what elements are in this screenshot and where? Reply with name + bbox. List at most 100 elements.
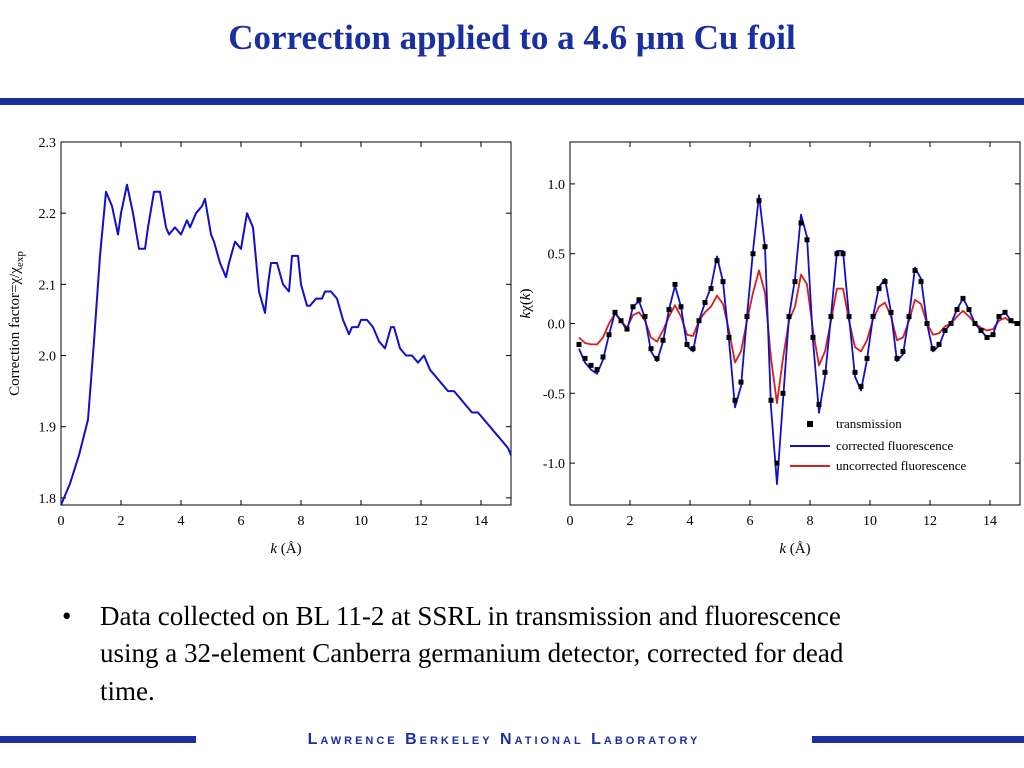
transmission-point [756,198,762,204]
transmission-point [822,369,828,375]
bullet-symbol: • [62,601,72,631]
y-tick-label: 2.3 [39,136,57,151]
transmission-point [588,362,594,368]
footer-bar-right [812,736,1024,743]
transmission-point [900,348,906,354]
x-tick-label: 10 [863,514,877,529]
title-divider [0,98,1024,105]
legend-label-transmission: transmission [836,416,902,431]
transmission-point [606,332,612,338]
y-axis-label: Correction factor=χ/χexp [7,251,26,396]
transmission-point [948,321,954,326]
x-axis-label: k (Å) [779,541,810,557]
transmission-point [852,369,858,375]
transmission-point [792,279,798,285]
transmission-point [816,401,822,407]
x-tick-label: 8 [807,514,814,529]
transmission-point [594,367,600,373]
correction-factor-chart: 0 2 4 6 8 10 12 14 1.8 1.9 2.0 2.1 2.2 2.3 k (Å) Correc… [7,136,512,557]
transmission-point [924,321,930,326]
y-axis-label-k2: k [518,293,534,300]
transmission-point [714,258,720,264]
transmission-point [786,314,792,320]
legend-swatch-transmission [807,421,813,427]
y-axis-label-main: Correction factor=χ/χ [7,267,23,396]
transmission-point [684,341,690,347]
plot-frame [60,141,512,506]
x-tick-label: 14 [983,514,997,529]
transmission-point [648,346,654,352]
transmission-point [732,397,738,403]
x-tick-label: 6 [238,514,245,529]
y-tick-label: 0.5 [548,248,566,263]
y-axis-label-chi: χ( [518,300,534,313]
x-tick-label: 4 [178,514,185,529]
transmission-point [630,304,636,310]
transmission-point [804,237,810,243]
transmission-point [600,354,606,360]
transmission-point [840,251,846,257]
transmission-point [654,355,660,361]
transmission-point [870,314,876,320]
x-axis-label-k: k [779,541,786,557]
y-tick-label: 1.9 [39,421,57,436]
transmission-point [624,326,630,332]
transmission-point [942,327,948,333]
correction-factor-line [60,183,512,506]
transmission-point [810,334,816,340]
bullet-item: • Data collected on BL 11-2 at SSRL in t… [62,598,882,710]
transmission-point [954,307,960,313]
transmission-point [996,314,1002,320]
transmission-point [960,295,966,301]
y-axis-label-close: ) [518,289,534,294]
y-axis-label: kχ(k) [518,289,534,319]
x-tick-label: 0 [58,514,65,529]
footer-text: Lawrence Berkeley National Laboratory [307,731,701,748]
transmission-point [1008,318,1014,324]
transmission-point [678,304,684,310]
x-axis-label: k (Å) [270,541,301,557]
corrected-fluorescence-line [578,194,1018,486]
x-tick-label: 14 [474,514,488,529]
x-tick-label: 4 [687,514,694,529]
transmission-point [936,341,942,347]
transmission-point [690,346,696,352]
x-tick-label: 2 [118,514,125,529]
transmission-point [864,355,870,361]
transmission-point [990,332,996,338]
transmission-point [888,309,894,315]
transmission-point [738,379,744,385]
transmission-point [984,334,990,340]
y-tick-label: 1.8 [39,492,57,507]
transmission-point [708,286,714,292]
y-tick-label: 2.2 [39,207,57,222]
legend-label-corrected: corrected fluorescence [836,438,954,453]
x-tick-label: 12 [923,514,937,529]
transmission-point [762,244,768,250]
transmission-point [618,318,624,324]
transmission-point [768,397,774,403]
transmission-point [726,334,732,340]
transmission-point [672,281,678,287]
y-tick-label: -0.5 [543,387,565,402]
transmission-point [834,251,840,257]
transmission-point [642,314,648,320]
transmission-point [582,355,588,361]
transmission-point [702,300,708,306]
transmission-point [858,383,864,389]
transmission-point [846,314,852,320]
y-tick-label: -1.0 [543,457,565,472]
transmission-point [660,337,666,343]
transmission-point [780,390,786,396]
y-tick-label: 2.0 [39,350,57,365]
y-tick-label: 2.1 [39,278,57,293]
transmission-point [918,279,924,285]
transmission-point [576,341,582,347]
transmission-point [636,297,642,303]
y-tick-label: 1.0 [548,178,566,193]
transmission-point [1002,309,1008,315]
transmission-point [930,346,936,352]
transmission-point [744,314,750,320]
x-tick-label: 12 [414,514,428,529]
x-axis-label-k: k [270,541,277,557]
